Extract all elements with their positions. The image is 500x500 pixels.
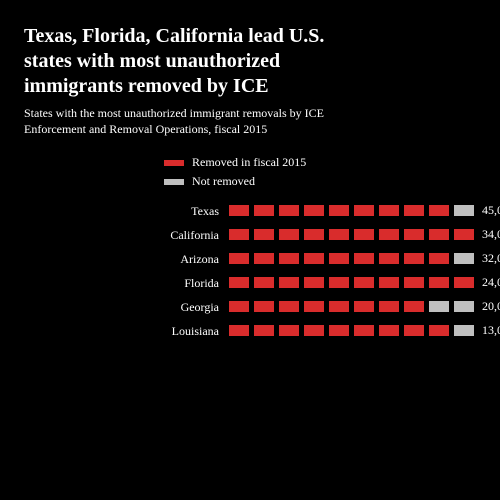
table-row: Florida24,000: [24, 275, 476, 290]
segment-filled: [329, 253, 349, 264]
segment-empty: [454, 205, 474, 216]
page-title: Texas, Florida, California lead U.S. sta…: [24, 24, 476, 99]
segment-filled: [404, 277, 424, 288]
segment-filled: [329, 205, 349, 216]
segment-empty: [454, 253, 474, 264]
legend-swatch: [164, 160, 184, 166]
segment-filled: [229, 205, 249, 216]
legend: Removed in fiscal 2015 Not removed: [164, 155, 476, 189]
segment-filled: [379, 277, 399, 288]
segment-filled: [254, 253, 274, 264]
chart-rows: Texas45,000 California34,000 Arizona32,000…: [24, 203, 476, 338]
segment-filled: [329, 277, 349, 288]
row-label: Arizona: [24, 252, 229, 266]
row-segments: [229, 205, 474, 216]
segment-filled: [379, 229, 399, 240]
segment-filled: [404, 253, 424, 264]
segment-empty: [454, 325, 474, 336]
segment-filled: [279, 253, 299, 264]
segment-filled: [354, 301, 374, 312]
segment-filled: [379, 253, 399, 264]
segment-filled: [379, 301, 399, 312]
subtitle-line-2: Enforcement and Removal Operations, fisc…: [24, 122, 267, 136]
segment-empty: [454, 301, 474, 312]
segment-filled: [454, 229, 474, 240]
segment-filled: [329, 325, 349, 336]
row-label: California: [24, 228, 229, 242]
legend-label: Removed in fiscal 2015: [192, 155, 306, 170]
segment-filled: [329, 301, 349, 312]
segment-filled: [304, 277, 324, 288]
segment-filled: [354, 325, 374, 336]
segment-filled: [379, 205, 399, 216]
segment-filled: [429, 229, 449, 240]
row-label: Louisiana: [24, 324, 229, 338]
table-row: Louisiana13,000: [24, 323, 476, 338]
legend-label: Not removed: [192, 174, 255, 189]
segment-filled: [379, 325, 399, 336]
segment-filled: [279, 277, 299, 288]
segment-filled: [429, 205, 449, 216]
row-segments: [229, 229, 474, 240]
segment-filled: [304, 205, 324, 216]
segment-filled: [254, 325, 274, 336]
segment-filled: [254, 277, 274, 288]
segment-filled: [229, 325, 249, 336]
segment-filled: [279, 229, 299, 240]
row-label: Georgia: [24, 300, 229, 314]
segment-filled: [304, 325, 324, 336]
legend-item: Removed in fiscal 2015: [164, 155, 476, 170]
table-row: Arizona32,000: [24, 251, 476, 266]
segment-filled: [229, 301, 249, 312]
segment-filled: [404, 301, 424, 312]
row-segments: [229, 253, 474, 264]
segment-filled: [404, 205, 424, 216]
infographic: Texas, Florida, California lead U.S. sta…: [0, 0, 500, 338]
segment-filled: [404, 325, 424, 336]
table-row: Texas45,000: [24, 203, 476, 218]
segment-filled: [279, 301, 299, 312]
segment-filled: [229, 277, 249, 288]
title-line-1: Texas, Florida, California lead U.S.: [24, 25, 324, 47]
segment-filled: [404, 229, 424, 240]
segment-filled: [304, 301, 324, 312]
title-line-3: immigrants removed by ICE: [24, 75, 269, 97]
title-line-2: states with most unauthorized: [24, 50, 280, 72]
segment-filled: [304, 253, 324, 264]
segment-filled: [229, 229, 249, 240]
row-label: Texas: [24, 204, 229, 218]
row-label: Florida: [24, 276, 229, 290]
segment-filled: [429, 253, 449, 264]
segment-filled: [254, 229, 274, 240]
segment-filled: [279, 205, 299, 216]
segment-filled: [354, 229, 374, 240]
segment-filled: [354, 205, 374, 216]
segment-filled: [279, 325, 299, 336]
table-row: Georgia20,000: [24, 299, 476, 314]
row-segments: [229, 301, 474, 312]
segment-filled: [329, 229, 349, 240]
table-row: California34,000: [24, 227, 476, 242]
segment-filled: [304, 229, 324, 240]
segment-filled: [254, 301, 274, 312]
segment-filled: [429, 325, 449, 336]
segment-filled: [429, 277, 449, 288]
segment-empty: [429, 301, 449, 312]
legend-item: Not removed: [164, 174, 476, 189]
row-segments: [229, 325, 474, 336]
segment-filled: [354, 277, 374, 288]
page-subtitle: States with the most unauthorized immigr…: [24, 105, 476, 137]
segment-filled: [454, 277, 474, 288]
segment-filled: [354, 253, 374, 264]
subtitle-line-1: States with the most unauthorized immigr…: [24, 106, 324, 120]
segment-filled: [229, 253, 249, 264]
row-segments: [229, 277, 474, 288]
segment-filled: [254, 205, 274, 216]
legend-swatch: [164, 179, 184, 185]
